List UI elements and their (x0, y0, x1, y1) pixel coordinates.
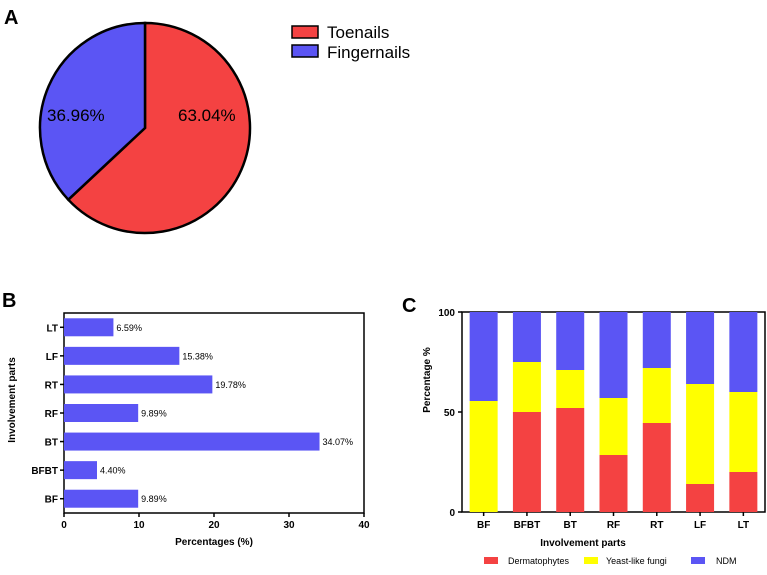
hbar-lt (64, 318, 114, 337)
sbar-category-label: BT (564, 520, 577, 531)
sbar-category-label: BFBT (514, 520, 541, 531)
sbar-lt-yeast-like-fungi (729, 392, 758, 472)
pie-legend: Toenails Fingernails (291, 23, 410, 62)
sbar-category-label: RT (650, 520, 663, 531)
sbar-bfbt-yeast-like-fungi (512, 362, 541, 412)
sbar-y-axis-title: Percentage % (422, 347, 433, 413)
panel-label-b: B (2, 290, 16, 312)
hbar-y-axis-title: Involvement parts (7, 357, 18, 443)
sbar-lf-ndm (686, 312, 715, 384)
sbar-legend: Dermatophytes Yeast-like fungi NDM (484, 556, 737, 566)
hbar-value-label: 6.59% (116, 323, 142, 333)
sbar-rt-dermatophytes (642, 423, 671, 512)
hbar-category-label: BT (45, 438, 58, 449)
hbar-value-label: 34.07% (323, 437, 354, 447)
sbar-rt-yeast-like-fungi (642, 368, 671, 423)
hbar-category-label: LF (46, 352, 58, 363)
hbar-category-label: LT (47, 323, 58, 334)
pie-label-toenails: 63.04% (178, 106, 236, 125)
sbar-bf-ndm (469, 312, 498, 401)
pie-chart: 63.04% 36.96% (38, 21, 252, 235)
sbar-category-label: RF (607, 520, 620, 531)
hbar-rt (64, 375, 213, 394)
sbar-bfbt-dermatophytes (512, 412, 541, 512)
hbar-x-tick-label: 0 (61, 520, 67, 531)
sbar-rf-ndm (599, 312, 628, 398)
sbar-rt-ndm (642, 312, 671, 368)
legend-label-yeast-like-fungi: Yeast-like fungi (606, 556, 667, 566)
panel-label-c: C (402, 295, 416, 317)
sbar-lf-yeast-like-fungi (686, 384, 715, 484)
sbar-category-label: LF (694, 520, 706, 531)
sbar-y-tick-label: 50 (444, 408, 456, 419)
hbar-category-label: RT (45, 380, 58, 391)
pie-label-fingernails: 36.96% (47, 106, 105, 125)
legend-swatch-fingernails (291, 44, 319, 58)
hbar-bf (64, 489, 139, 508)
hbar-x-tick-label: 40 (358, 520, 370, 531)
sbar-lt-ndm (729, 312, 758, 392)
sbar-bfbt-ndm (512, 312, 541, 362)
sbar-rf-dermatophytes (599, 455, 628, 512)
hbar-value-label: 9.89% (141, 494, 167, 504)
legend-swatch-toenails (291, 25, 319, 39)
hbar-lf (64, 346, 180, 365)
pie-slice-toenails (66, 21, 252, 235)
legend-swatch-ndm (691, 557, 705, 564)
hbar-value-label: 15.38% (182, 351, 213, 361)
hbar-value-label: 19.78% (215, 380, 246, 390)
sbar-lt-dermatophytes (729, 472, 758, 512)
legend-label-ndm: NDM (716, 556, 737, 566)
sbar-rf-yeast-like-fungi (599, 398, 628, 455)
hbar-x-tick-label: 30 (283, 520, 295, 531)
hbar-category-label: RF (45, 409, 58, 420)
hbar-x-axis-title: Percentages (%) (175, 537, 253, 548)
hbar-value-label: 9.89% (141, 409, 167, 419)
legend-label-fingernails: Fingernails (327, 43, 410, 62)
sbar-bt-dermatophytes (556, 408, 585, 512)
stacked-bar-chart: BF BFBT BT RF RT LF LT 0 50 100 Involvement parts… (422, 308, 766, 566)
sbar-bt-ndm (556, 312, 585, 370)
sbar-bf-yeast-like-fungi (469, 401, 498, 512)
hbar-rf (64, 404, 139, 422)
hbar-x-tick-label: 20 (208, 520, 220, 531)
hbar-category-label: BFBT (31, 466, 58, 477)
sbar-lf-dermatophytes (686, 484, 715, 512)
hbar-bt (64, 432, 320, 451)
hbar-x-tick-label: 10 (133, 520, 145, 531)
sbar-category-label: BF (477, 520, 490, 531)
sbar-category-label: LT (738, 520, 749, 531)
hbar-category-label: BF (45, 495, 58, 506)
hbar-bfbt (64, 461, 97, 480)
legend-label-toenails: Toenails (327, 23, 389, 42)
hbar-value-label: 4.40% (100, 466, 126, 476)
legend-label-dermatophytes: Dermatophytes (508, 556, 570, 566)
legend-swatch-dermatophytes (484, 557, 498, 564)
hbar-chart: 6.59% LT 15.38% LF 19.78% RT 9.89% RF 34.07% BT 4.… (7, 312, 370, 548)
sbar-y-tick-label: 100 (438, 308, 455, 319)
panel-label-a: A (4, 7, 18, 29)
sbar-y-tick-label: 0 (449, 508, 455, 519)
pie-slice-fingernails (38, 21, 147, 202)
sbar-bt-yeast-like-fungi (556, 370, 585, 408)
sbar-x-axis-title: Involvement parts (540, 538, 626, 549)
legend-swatch-yeast-like-fungi (584, 557, 598, 564)
